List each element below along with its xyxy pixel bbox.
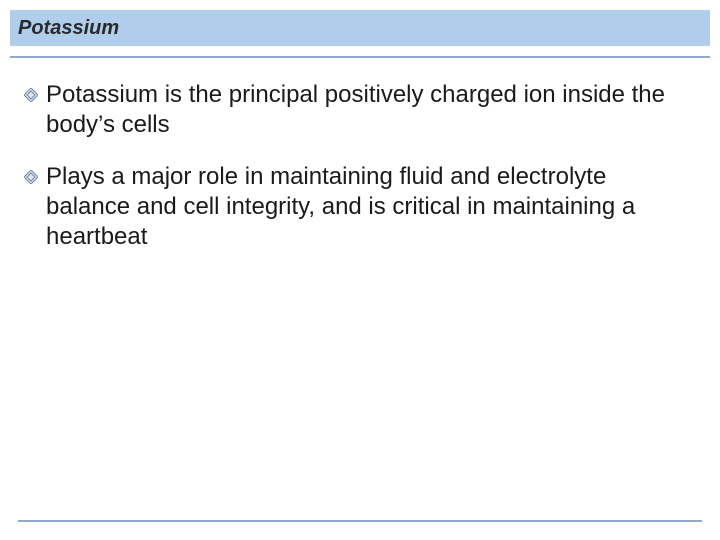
horizontal-rule-top — [10, 56, 710, 58]
slide-title: Potassium — [18, 17, 119, 40]
horizontal-rule-bottom — [18, 520, 702, 522]
list-item: Plays a major role in maintaining fluid … — [24, 162, 696, 252]
bullet-text: Plays a major role in maintaining fluid … — [46, 162, 696, 252]
slide: Potassium Potassium is the principal pos… — [0, 0, 720, 540]
content-area: Potassium is the principal positively ch… — [24, 80, 696, 274]
list-item: Potassium is the principal positively ch… — [24, 80, 696, 140]
title-bar: Potassium — [10, 10, 710, 46]
diamond-bullet-icon — [24, 88, 38, 102]
bullet-text: Potassium is the principal positively ch… — [46, 80, 696, 140]
diamond-bullet-icon — [24, 170, 38, 184]
